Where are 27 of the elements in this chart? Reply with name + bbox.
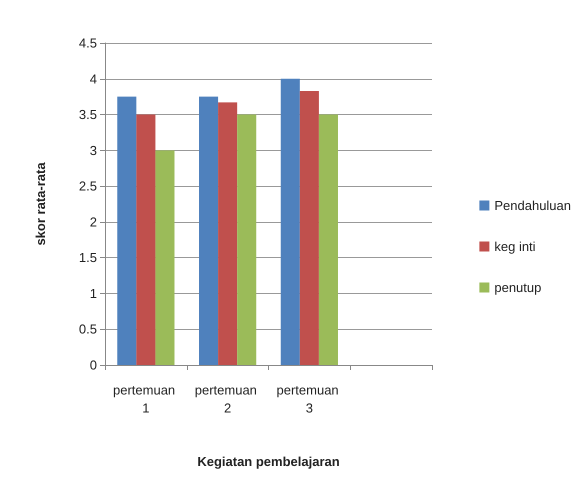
bar (155, 150, 174, 365)
legend-label: Pendahuluan (494, 198, 572, 213)
bar (318, 114, 338, 365)
y-tick-label: 2.5 (78, 178, 97, 194)
y-tick-label: 2 (90, 214, 97, 230)
bar (300, 90, 319, 365)
bar (237, 114, 256, 365)
y-tick-label: 0.5 (78, 322, 97, 337)
x-tick-label: pertemuan 3 (276, 382, 342, 416)
bar (199, 96, 218, 365)
y-tick-label: 3 (90, 142, 97, 158)
legend-label: penutup (494, 280, 542, 295)
bar (280, 78, 300, 365)
y-tick-label: 4.5 (78, 36, 97, 50)
y-tick-label: 1 (90, 286, 97, 301)
y-tick-label: 4 (90, 71, 97, 86)
legend-label: keg inti (494, 239, 536, 254)
x-tick-label: pertemuan 2 (194, 382, 261, 416)
y-tick-label: 0 (90, 358, 97, 372)
x-tick-label: pertemuan 1 (112, 382, 179, 416)
bar (117, 96, 136, 365)
y-tick-label: 1.5 (78, 250, 97, 266)
x-axis-title: Kegiatan pembelajaran (197, 454, 340, 469)
bar (136, 114, 156, 365)
bar (218, 102, 238, 365)
y-axis-title: skor rata-rata (33, 162, 48, 246)
y-tick-label: 3.5 (78, 107, 97, 122)
